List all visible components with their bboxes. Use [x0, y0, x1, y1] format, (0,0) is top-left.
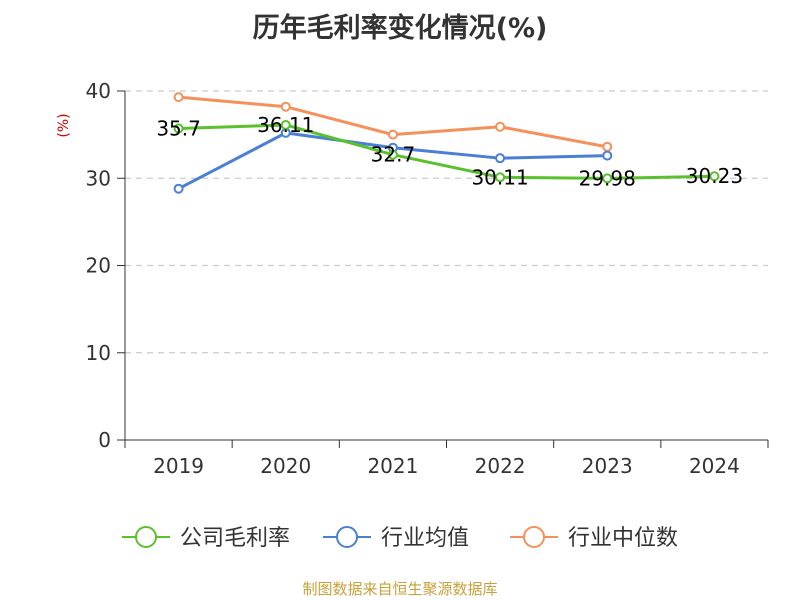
chart-title: 历年毛利率变化情况(%) [252, 13, 548, 44]
data-label: 29.98 [579, 166, 636, 190]
data-label: 36.11 [257, 113, 314, 137]
series-line [178, 123, 715, 180]
data-point [280, 101, 291, 112]
data-label: 35.7 [156, 117, 201, 141]
data-point [495, 172, 506, 183]
data-point [602, 173, 613, 184]
data-point [173, 123, 184, 134]
data-point [173, 92, 184, 103]
y-axis-label: (%) [56, 113, 72, 137]
y-tick-label: 20 [86, 254, 111, 278]
tick-labels: 0 10 20 30 40 2019 2020 2021 2022 2023 2024 [86, 79, 740, 478]
legend-marker [135, 526, 157, 548]
legend-marker [523, 526, 545, 548]
legend-label: 行业中位数 [568, 526, 678, 551]
data-point [602, 141, 613, 152]
axes [117, 90, 769, 448]
data-point [387, 149, 398, 160]
x-tick-label: 2021 [367, 454, 418, 478]
data-point [602, 150, 613, 161]
y-tick-label: 30 [86, 166, 111, 190]
data-point [280, 119, 291, 130]
x-tick-label: 2019 [153, 454, 204, 478]
data-point [709, 171, 720, 182]
x-tick-label: 2024 [689, 454, 740, 478]
x-tick-label: 2020 [260, 454, 311, 478]
legend: 公司毛利率 行业均值 行业中位数 [122, 526, 678, 551]
data-point [495, 121, 506, 132]
y-tick-label: 40 [86, 79, 111, 103]
data-point [173, 183, 184, 194]
data-label: 30.11 [471, 165, 528, 189]
x-tick-label: 2022 [475, 454, 526, 478]
y-tick-label: 10 [86, 341, 111, 365]
data-point [387, 129, 398, 140]
data-point [495, 153, 506, 164]
legend-marker [336, 526, 358, 548]
grid-lines [125, 90, 768, 354]
data-labels: 35.7 36.11 32.7 30.11 29.98 30.23 [156, 113, 743, 190]
series-lines [173, 92, 720, 194]
data-label: 32.7 [371, 143, 416, 167]
source-note: 制图数据来自恒生聚源数据库 [302, 580, 498, 598]
y-tick-label: 0 [98, 428, 111, 452]
legend-label: 公司毛利率 [180, 526, 290, 551]
data-label: 30.23 [686, 164, 743, 188]
x-tick-label: 2023 [582, 454, 633, 478]
legend-label: 行业均值 [381, 526, 469, 551]
